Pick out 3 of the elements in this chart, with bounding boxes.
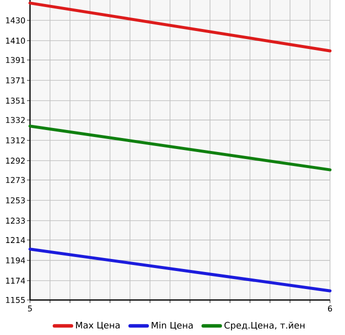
legend-label: Сред.Цена, т.йен bbox=[224, 322, 304, 330]
legend-label: Min Цена bbox=[152, 322, 193, 330]
legend-label: Max Цена bbox=[76, 322, 120, 330]
